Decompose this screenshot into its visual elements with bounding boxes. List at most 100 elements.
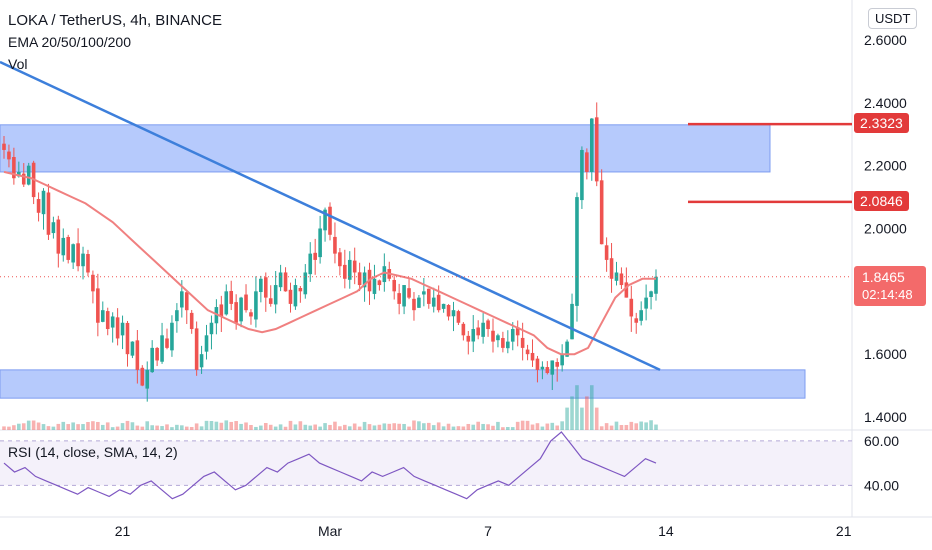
candle-body[interactable] <box>51 222 56 234</box>
candle-body[interactable] <box>105 311 110 330</box>
candle-body[interactable] <box>501 338 505 348</box>
candle-body[interactable] <box>199 354 204 368</box>
candle-body[interactable] <box>436 294 441 311</box>
candle-body[interactable] <box>41 190 46 215</box>
candle-body[interactable] <box>130 341 135 356</box>
candle-body[interactable] <box>2 143 6 150</box>
candle-body[interactable] <box>239 297 243 322</box>
candle-body[interactable] <box>254 291 258 320</box>
candle-body[interactable] <box>604 245 609 260</box>
candle-body[interactable] <box>362 272 367 288</box>
candle-body[interactable] <box>540 366 545 370</box>
candle-body[interactable] <box>352 260 357 273</box>
candle-body[interactable] <box>36 199 41 213</box>
candle-body[interactable] <box>589 118 594 172</box>
candle-body[interactable] <box>229 290 234 304</box>
candle-body[interactable] <box>115 317 120 339</box>
candle-body[interactable] <box>298 287 303 292</box>
candle-body[interactable] <box>283 272 288 292</box>
candle-body[interactable] <box>575 197 579 306</box>
candle-body[interactable] <box>278 272 283 288</box>
candle-body[interactable] <box>189 312 194 330</box>
candle-body[interactable] <box>377 280 382 286</box>
candle-body[interactable] <box>56 219 61 254</box>
candle-body[interactable] <box>431 297 436 307</box>
candle-body[interactable] <box>525 349 530 355</box>
candle-body[interactable] <box>639 310 643 321</box>
candle-body[interactable] <box>328 206 332 235</box>
candle-body[interactable] <box>515 327 520 336</box>
currency-badge[interactable]: USDT <box>868 8 918 29</box>
candle-body[interactable] <box>476 327 480 336</box>
candle-body[interactable] <box>323 209 327 231</box>
candle-body[interactable] <box>510 329 515 342</box>
candle-body[interactable] <box>407 288 411 298</box>
candle-body[interactable] <box>654 276 658 294</box>
candle-body[interactable] <box>209 322 214 335</box>
candle-body[interactable] <box>86 254 90 273</box>
candle-body[interactable] <box>170 322 174 351</box>
candle-body[interactable] <box>184 292 189 311</box>
candle-body[interactable] <box>259 278 263 293</box>
candle-body[interactable] <box>580 149 584 201</box>
candle-body[interactable] <box>204 335 209 352</box>
candle-body[interactable] <box>333 236 337 254</box>
candle-body[interactable] <box>155 347 159 361</box>
candle-body[interactable] <box>263 277 268 298</box>
candle-body[interactable] <box>456 311 461 323</box>
candle-body[interactable] <box>629 298 634 317</box>
candle-body[interactable] <box>481 322 485 337</box>
candle-body[interactable] <box>219 304 224 317</box>
candle-body[interactable] <box>599 180 604 245</box>
candle-body[interactable] <box>609 258 614 279</box>
candle-body[interactable] <box>135 340 140 370</box>
candle-body[interactable] <box>520 337 525 348</box>
candle-body[interactable] <box>175 310 179 322</box>
candle-body[interactable] <box>224 291 229 315</box>
candle-body[interactable] <box>244 294 248 311</box>
candle-body[interactable] <box>76 243 80 267</box>
candle-body[interactable] <box>496 335 500 341</box>
candle-body[interactable] <box>422 291 426 295</box>
candle-body[interactable] <box>461 323 466 336</box>
candle-body[interactable] <box>145 369 150 389</box>
candle-body[interactable] <box>372 278 377 294</box>
candle-body[interactable] <box>570 303 574 340</box>
candle-body[interactable] <box>318 228 322 258</box>
candle-body[interactable] <box>100 310 105 322</box>
candle-body[interactable] <box>441 303 446 309</box>
candle-body[interactable] <box>26 165 31 185</box>
trendline[interactable] <box>0 60 661 372</box>
candle-body[interactable] <box>471 329 476 342</box>
candle-body[interactable] <box>624 282 629 298</box>
candle-body[interactable] <box>120 322 125 336</box>
candle-body[interactable] <box>565 341 569 357</box>
candle-body[interactable] <box>619 273 624 286</box>
candle-body[interactable] <box>150 347 154 373</box>
volume-indicator-label[interactable]: Vol <box>8 56 28 72</box>
candle-body[interactable] <box>486 320 490 330</box>
candle-body[interactable] <box>491 330 495 342</box>
candle-body[interactable] <box>140 367 145 386</box>
candle-body[interactable] <box>125 322 130 355</box>
candle-body[interactable] <box>273 285 278 305</box>
candle-body[interactable] <box>165 338 169 348</box>
candle-body[interactable] <box>357 272 362 286</box>
candle-body[interactable] <box>392 279 397 292</box>
ema-indicator-label[interactable]: EMA 20/50/100/200 <box>8 34 131 50</box>
candle-body[interactable] <box>412 298 416 311</box>
candle-body[interactable] <box>61 237 66 256</box>
candle-body[interactable] <box>160 335 164 362</box>
candle-body[interactable] <box>110 316 115 328</box>
rsi-indicator-label[interactable]: RSI (14, close, SMA, 14, 2) <box>8 444 178 460</box>
candle-body[interactable] <box>17 171 21 177</box>
candle-body[interactable] <box>234 302 238 323</box>
candle-body[interactable] <box>347 259 352 280</box>
candle-body[interactable] <box>417 297 421 308</box>
candle-body[interactable] <box>530 352 535 361</box>
candle-body[interactable] <box>535 358 540 370</box>
candle-body[interactable] <box>71 244 75 263</box>
candle-body[interactable] <box>21 173 26 185</box>
candle-body[interactable] <box>649 291 653 298</box>
